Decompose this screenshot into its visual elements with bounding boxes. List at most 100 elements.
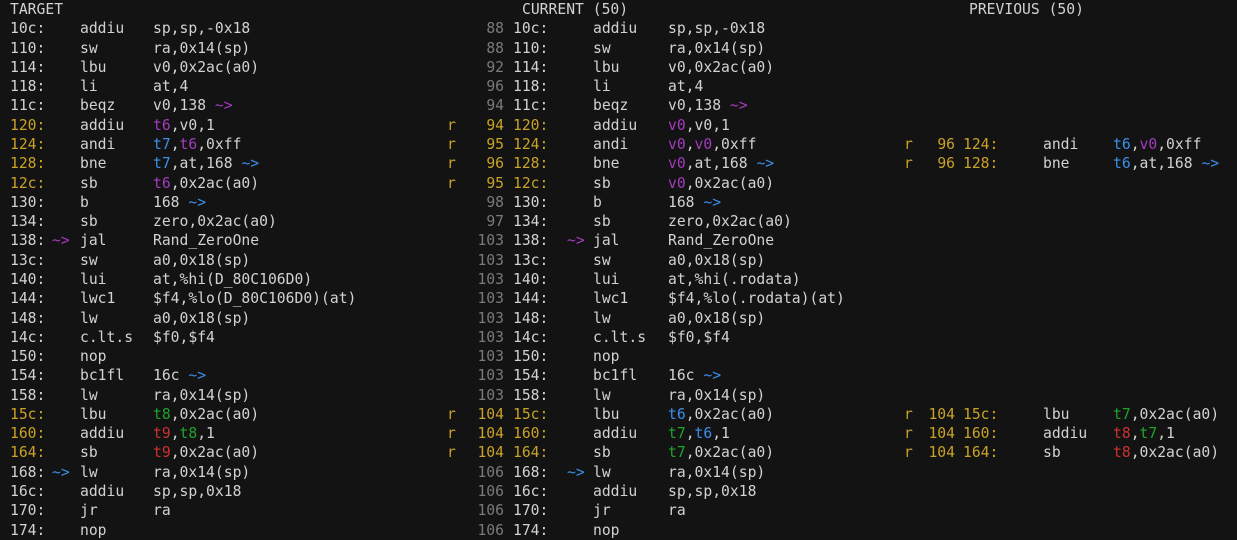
operand-segment: ,1 (712, 425, 730, 443)
address: 138: (513, 232, 549, 250)
mnemonic: lw (593, 386, 611, 404)
operands: v0,v0,0xff (668, 135, 756, 154)
operand-segment: ra,0x14(sp) (668, 386, 766, 404)
register-operand: t9 (153, 425, 171, 443)
refresh-flag: r (904, 135, 913, 153)
address: 168: (10, 463, 46, 481)
mnemonic: addiu (80, 20, 125, 38)
source-line-number: 103 (477, 367, 504, 385)
address: 144: (513, 290, 549, 308)
mnemonic: sb (593, 213, 611, 231)
mnemonic: beqz (80, 97, 116, 115)
refresh-flag: r (904, 405, 913, 423)
address: 14c: (513, 328, 549, 346)
operands: $f4,%lo(.rodata)(at) (668, 289, 845, 308)
operands: v0,0x2ac(a0) (668, 58, 774, 77)
operands: t7,t6,0xff (153, 135, 241, 154)
refresh-flag: r (447, 405, 456, 423)
source-line-number: 104 (928, 444, 955, 462)
mnemonic: lbu (593, 58, 620, 76)
mnemonic: addiu (80, 483, 125, 501)
operands: t7,at,168 ~> (153, 154, 259, 173)
operands: 168 ~> (153, 193, 206, 212)
operand-segment: v0,0x2ac(a0) (153, 58, 260, 76)
operands: t9,0x2ac(a0) (153, 443, 259, 462)
source-line-number: 103 (477, 348, 504, 366)
mnemonic: bc1fl (593, 367, 638, 385)
register-operand: t7 (153, 135, 171, 153)
operands: Rand_ZeroOne (668, 231, 774, 250)
refresh-flag: r (447, 135, 456, 153)
operand-segment: 16c (668, 367, 704, 385)
register-operand: ~> (729, 97, 748, 115)
address: 16c: (10, 483, 46, 501)
source-line-number: 98 (486, 193, 504, 211)
operand-segment: $f4,%lo(.rodata)(at) (668, 290, 845, 308)
address: 110: (10, 39, 46, 57)
mnemonic: andi (593, 135, 629, 153)
operands: v0,138 ~> (668, 96, 748, 115)
address: 154: (513, 367, 549, 385)
branch-target-icon: ~> (52, 463, 70, 481)
mnemonic: lui (80, 270, 107, 288)
operands: t6,v0,0xff (1113, 135, 1201, 154)
operand-segment: v0,0x2ac(a0) (668, 58, 775, 76)
address: 164: (10, 444, 46, 462)
address: 148: (10, 309, 46, 327)
address: 140: (10, 270, 46, 288)
branch-target-icon: ~> (52, 232, 70, 250)
register-operand: t6 (668, 405, 686, 423)
operands: v0,138 ~> (153, 96, 233, 115)
operand-segment: ra,0x14(sp) (668, 39, 766, 57)
address: 114: (10, 58, 46, 76)
operand-segment: ,0x2ac(a0) (1130, 405, 1220, 423)
source-line-number: 96 (937, 135, 955, 153)
operand-segment: , (1130, 425, 1140, 443)
operand-segment: ,at,168 (685, 155, 757, 173)
mnemonic: addiu (593, 20, 638, 38)
register-operand: t9 (153, 444, 171, 462)
address: 128: (963, 155, 999, 173)
previous-column-header: PREVIOUS (50) (969, 1, 1084, 18)
mnemonic: bne (1043, 155, 1070, 173)
operand-segment: at,%hi(.rodata) (668, 270, 801, 288)
register-operand: t6 (1113, 135, 1131, 153)
operand-segment: v0,138 (668, 97, 730, 115)
operands: t6,at,168 ~> (1113, 154, 1219, 173)
operands: ra,0x14(sp) (668, 386, 765, 405)
operands: zero,0x2ac(a0) (668, 212, 792, 231)
address: 11c: (513, 97, 549, 115)
mnemonic: sw (80, 251, 98, 269)
operands: a0,0x18(sp) (153, 251, 250, 270)
register-operand: t6 (153, 116, 171, 134)
operand-segment: , (685, 135, 695, 153)
address: 174: (10, 521, 46, 539)
refresh-flag: r (447, 174, 456, 192)
mnemonic: nop (593, 348, 620, 366)
address: 15c: (10, 405, 46, 423)
refresh-flag: r (904, 155, 913, 173)
operand-segment: ra,0x14(sp) (153, 386, 251, 404)
address: 130: (513, 193, 549, 211)
address: 134: (10, 213, 46, 231)
source-line-number: 103 (477, 251, 504, 269)
source-line-number: 106 (477, 502, 504, 520)
mnemonic: b (80, 193, 89, 211)
mnemonic: sw (593, 39, 611, 57)
address: 13c: (513, 251, 549, 269)
address: 124: (513, 135, 549, 153)
source-line-number: 104 (477, 405, 504, 423)
operand-segment: $f0,$f4 (668, 328, 730, 346)
register-operand: t7 (668, 425, 686, 443)
target-column-header: TARGET (10, 1, 64, 18)
register-operand: ~> (188, 193, 207, 211)
operands: at,4 (153, 77, 188, 96)
operands: zero,0x2ac(a0) (153, 212, 277, 231)
mnemonic: c.lt.s (80, 328, 134, 346)
operands: ra,0x14(sp) (153, 39, 250, 58)
source-line-number: 103 (477, 232, 504, 250)
operands: 16c ~> (668, 366, 721, 385)
mnemonic: andi (80, 135, 116, 153)
operands: 168 ~> (668, 193, 721, 212)
operands: 16c ~> (153, 366, 206, 385)
